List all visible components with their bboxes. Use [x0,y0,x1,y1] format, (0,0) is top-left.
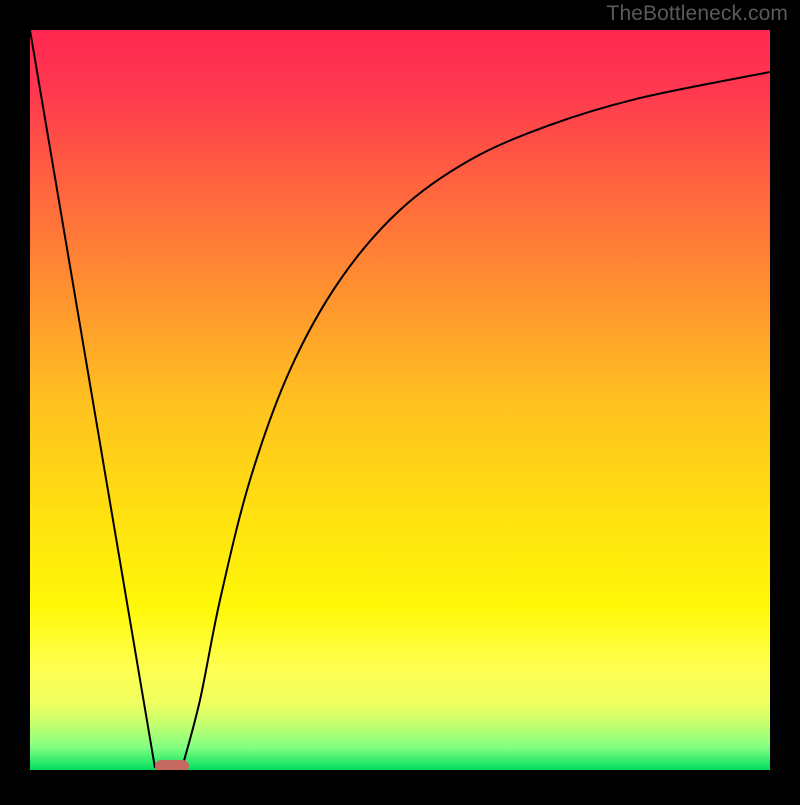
border-bottom [0,770,800,800]
plot-background [30,30,770,770]
border-right [770,0,800,800]
watermark-text: TheBottleneck.com [607,2,788,26]
chart-container: TheBottleneck.com [0,0,800,800]
bottleneck-chart [0,0,800,800]
border-left [0,0,30,800]
